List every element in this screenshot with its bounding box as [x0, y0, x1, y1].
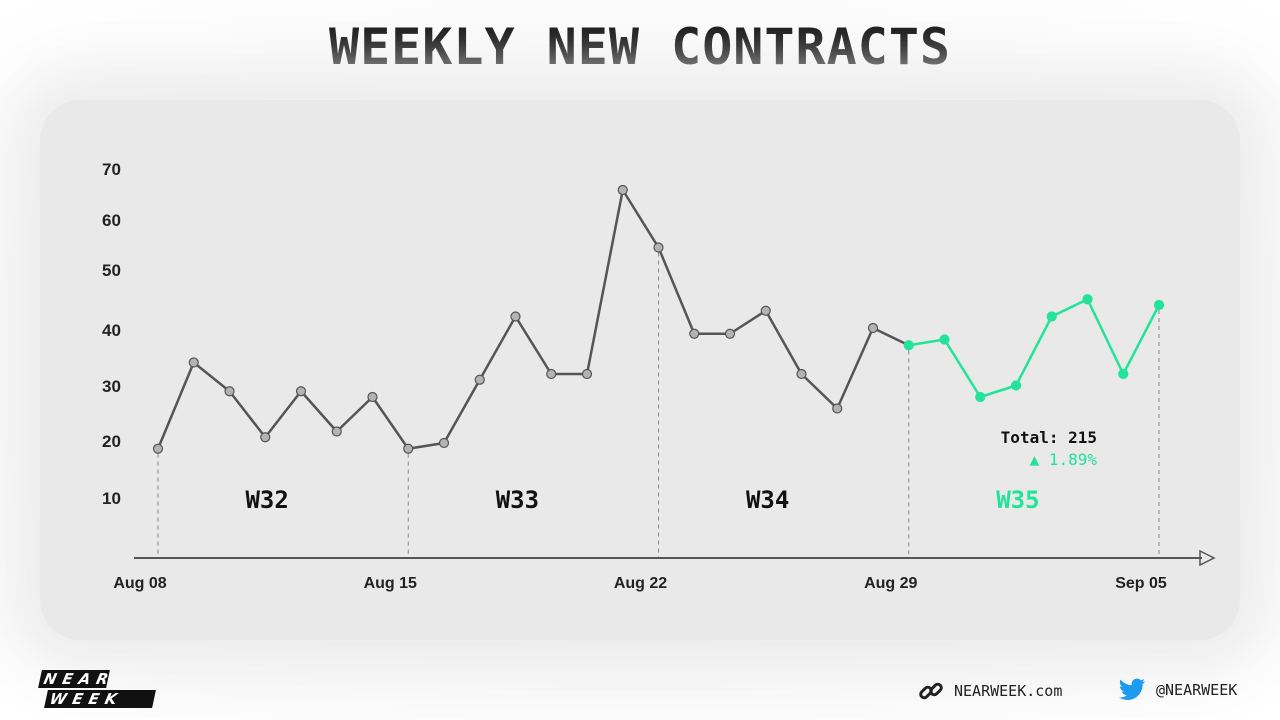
- data-point: [653, 242, 664, 253]
- data-point: [188, 357, 199, 368]
- y-tick-label: 70: [102, 160, 121, 179]
- link-icon: [918, 678, 944, 704]
- data-point: [546, 368, 557, 380]
- data-point: [796, 368, 807, 380]
- twitter-handle: @NEARWEEK: [1156, 681, 1238, 699]
- data-point: [1010, 380, 1022, 391]
- x-tick-label: Aug 29: [864, 575, 917, 592]
- data-point: [1153, 299, 1165, 311]
- data-point: [474, 374, 485, 385]
- week-label: W34: [746, 486, 789, 514]
- data-point: [224, 386, 235, 397]
- data-point: [724, 328, 736, 339]
- series-line-highlight: [908, 298, 1161, 399]
- change-annotation: ▲ 1.89%: [1030, 450, 1098, 469]
- week-label: W32: [245, 486, 288, 514]
- total-annotation: Total: 215: [1001, 428, 1097, 447]
- data-point: [689, 328, 700, 339]
- website-link[interactable]: NEARWEEK.com: [918, 678, 1062, 704]
- y-tick-label: 40: [102, 321, 121, 340]
- y-tick-label: 30: [102, 377, 121, 396]
- twitter-link[interactable]: @NEARWEEK: [1118, 678, 1237, 702]
- twitter-bird-icon: [1118, 678, 1146, 702]
- data-point: [617, 184, 628, 196]
- data-point: [903, 340, 914, 351]
- website-label: NEARWEEK.com: [954, 682, 1063, 700]
- x-tick-label: Aug 15: [364, 575, 417, 592]
- data-point: [581, 368, 593, 380]
- data-point: [152, 443, 164, 454]
- page-title: WEEKLY NEW CONTRACTS: [328, 18, 952, 76]
- x-tick-label: Aug 08: [113, 575, 166, 592]
- data-point: [939, 334, 950, 345]
- y-tick-label: 10: [102, 489, 121, 508]
- data-point: [832, 403, 843, 414]
- data-point: [367, 391, 378, 403]
- data-point: [331, 426, 342, 437]
- week-label: W35: [996, 486, 1039, 514]
- data-point: [1046, 311, 1057, 322]
- x-axis-arrow: [1199, 549, 1216, 567]
- data-point: [260, 432, 271, 443]
- data-point: [975, 391, 986, 403]
- data-point: [867, 322, 879, 334]
- data-point: [510, 311, 521, 322]
- data-point: [1118, 368, 1129, 380]
- data-point: [438, 437, 450, 449]
- series-line-gray: [156, 188, 910, 450]
- data-point: [295, 386, 307, 397]
- logo-line-1: NEAR: [38, 670, 116, 688]
- x-tick-label: Sep 05: [1115, 575, 1167, 592]
- data-point: [403, 443, 414, 454]
- y-tick-label: 20: [102, 432, 121, 451]
- y-tick-label: 50: [102, 261, 121, 280]
- x-tick-label: Aug 22: [614, 575, 667, 592]
- chart-panel: [40, 100, 1240, 640]
- nearweek-logo: NEAR WEEK: [38, 670, 156, 710]
- logo-line-2: WEEK: [44, 690, 156, 708]
- y-tick-label: 60: [102, 211, 121, 230]
- week-label: W33: [496, 486, 539, 514]
- data-point: [760, 305, 771, 316]
- data-point: [1082, 294, 1093, 305]
